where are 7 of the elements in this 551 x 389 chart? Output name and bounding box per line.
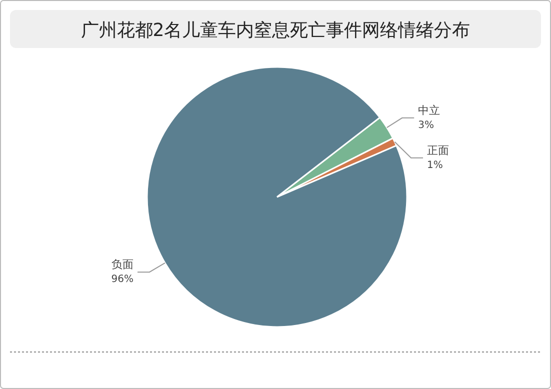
slice-label: 正面: [427, 144, 450, 157]
data-label: 96%: [111, 274, 134, 286]
data-label: 3%: [418, 120, 434, 131]
data-label: 1%: [427, 160, 443, 171]
title: 广州花都2名儿童车内窒息死亡事件网络情绪分布: [80, 20, 470, 41]
slice-label: 负面: [111, 258, 134, 272]
slice-label: 中立: [418, 104, 440, 117]
